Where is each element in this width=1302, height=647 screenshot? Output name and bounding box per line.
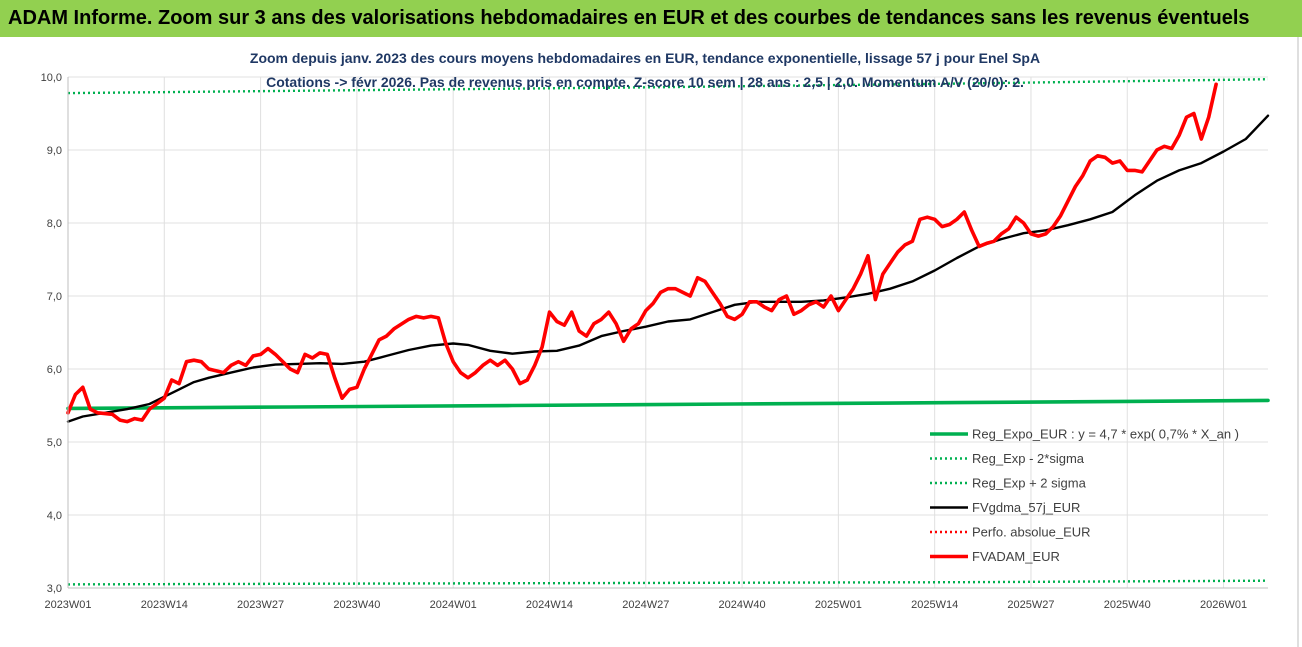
legend-label: FVADAM_EUR [972, 549, 1060, 564]
x-tick-label: 2024W14 [526, 599, 573, 611]
x-tick-label: 2024W40 [719, 599, 766, 611]
chart-grid [67, 76, 1268, 589]
x-tick-label: 2025W27 [1007, 599, 1054, 611]
series-line-0 [66, 398, 1270, 411]
series-line-3 [66, 114, 1270, 423]
series-layer [66, 78, 1270, 586]
chart: Zoom depuis janv. 2023 des cours moyens … [0, 37, 1302, 647]
chart-title-line-2: Cotations -> févr 2026. Pas de revenus p… [266, 74, 1024, 90]
x-tick-label: 2025W40 [1104, 599, 1151, 611]
x-tick-label: 2023W27 [237, 599, 284, 611]
x-tick-label: 2023W14 [141, 599, 188, 611]
y-tick-label: 3,0 [47, 583, 62, 595]
legend-label: Perfo. absolue_EUR [972, 525, 1091, 540]
legend-label: Reg_Exp - 2*sigma [972, 451, 1085, 466]
series-line-5 [66, 82, 1218, 424]
x-tick-label: 2025W01 [815, 599, 862, 611]
y-tick-label: 8,0 [47, 218, 62, 230]
legend: Reg_Expo_EUR : y = 4,7 * exp( 0,7% * X_a… [930, 427, 1239, 564]
y-tick-label: 7,0 [47, 291, 62, 303]
x-axis: 2023W01 2023W14 2023W27 2023W40 2024W01 2024W… [44, 587, 1268, 611]
y-tick-label: 10,0 [41, 72, 62, 84]
x-tick-label: 2026W01 [1200, 599, 1247, 611]
legend-label: FVgdma_57j_EUR [972, 500, 1080, 515]
y-axis: 3,0 4,0 5,0 6,0 7,0 8,0 9,0 10,0 [41, 72, 69, 595]
y-tick-label: 6,0 [47, 364, 62, 376]
y-tick-label: 5,0 [47, 437, 62, 449]
x-tick-label: 2024W27 [622, 599, 669, 611]
x-tick-label: 2025W14 [911, 599, 958, 611]
legend-label: Reg_Exp + 2 sigma [972, 476, 1087, 491]
x-tick-label: 2023W40 [333, 599, 380, 611]
y-tick-label: 4,0 [47, 510, 62, 522]
x-tick-label: 2024W01 [430, 599, 477, 611]
x-tick-label: 2023W01 [44, 599, 91, 611]
chart-background [0, 37, 1302, 647]
legend-label: Reg_Expo_EUR : y = 4,7 * exp( 0,7% * X_a… [972, 427, 1239, 442]
chart-title-line-1: Zoom depuis janv. 2023 des cours moyens … [250, 50, 1040, 66]
report-banner: ADAM Informe. Zoom sur 3 ans des valoris… [0, 0, 1302, 37]
report-title: ADAM Informe. Zoom sur 3 ans des valoris… [8, 7, 1250, 29]
y-tick-label: 9,0 [47, 145, 62, 157]
